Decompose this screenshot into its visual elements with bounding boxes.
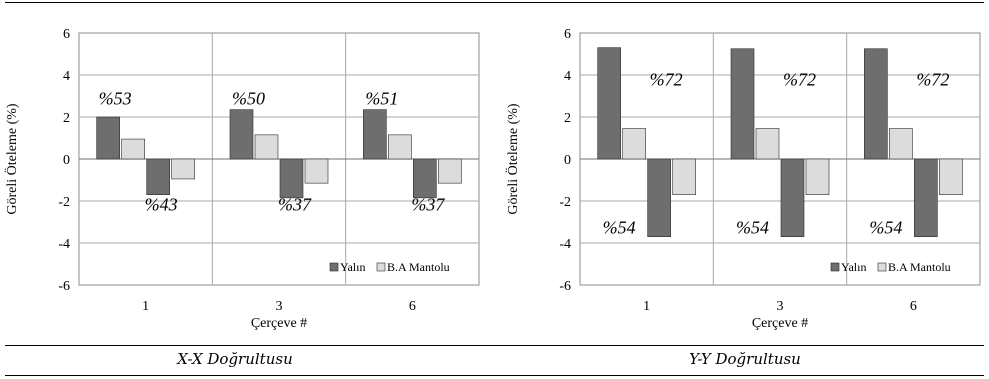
y-tick-label: 6 bbox=[63, 27, 70, 42]
bar-ba-mantolu-positive bbox=[755, 128, 780, 160]
bar-ba-mantolu-negative bbox=[304, 158, 329, 184]
annotation-positive: %50 bbox=[232, 88, 265, 108]
y-tick-label: 4 bbox=[63, 69, 70, 84]
x-tick-label: 6 bbox=[409, 299, 416, 314]
legend-swatch-ba-mantolu bbox=[376, 262, 386, 272]
annotation-negative: %54 bbox=[736, 218, 769, 238]
annotation-positive: %72 bbox=[783, 70, 816, 90]
bar-ba-mantolu-negative bbox=[171, 158, 195, 180]
bar-yalin-positive bbox=[96, 116, 120, 160]
caption-y-direction: Y-Y Doğrultusu bbox=[689, 350, 801, 368]
y-tick-label: -4 bbox=[559, 237, 571, 252]
legend-label-ba-mantolu: B.A Mantolu bbox=[387, 260, 450, 274]
y-tick-label: -4 bbox=[58, 237, 70, 252]
bar-ba-mantolu-negative bbox=[438, 158, 462, 184]
x-tick-label: 3 bbox=[276, 299, 283, 314]
bar-ba-mantolu-negative bbox=[805, 158, 830, 196]
caption-x-direction: X-X Doğrultusu bbox=[177, 350, 293, 368]
y-tick-label: 6 bbox=[564, 27, 571, 42]
x-tick-label: 3 bbox=[777, 299, 784, 314]
x-tick-label: 1 bbox=[643, 299, 650, 314]
annotation-positive: %53 bbox=[99, 88, 132, 108]
annotation-positive: %51 bbox=[365, 88, 398, 108]
bar-ba-mantolu-positive bbox=[254, 134, 279, 160]
annotation-positive: %72 bbox=[916, 70, 949, 90]
x-axis-title: Çerçeve # bbox=[752, 316, 808, 331]
bar-ba-mantolu-negative bbox=[672, 158, 696, 196]
y-tick-label: 4 bbox=[564, 69, 571, 84]
legend: Yalın B.A Mantolu bbox=[329, 260, 450, 274]
legend-label-yalin: Yalın bbox=[340, 260, 365, 274]
top-rule bbox=[5, 2, 984, 3]
bar-yalin-negative bbox=[279, 158, 304, 199]
bar-ba-mantolu-positive bbox=[622, 128, 646, 160]
annotation-negative: %43 bbox=[145, 194, 178, 214]
legend-swatch-yalin bbox=[830, 262, 840, 272]
y-tick-label: -6 bbox=[58, 279, 70, 294]
legend-swatch-yalin bbox=[329, 262, 339, 272]
y-axis-title: Göreli Öteleme (%) bbox=[504, 103, 521, 215]
y-axis-title: Göreli Öteleme (%) bbox=[3, 103, 20, 215]
y-tick-label: 2 bbox=[63, 111, 70, 126]
legend-label-ba-mantolu: B.A Mantolu bbox=[888, 260, 951, 274]
bar-ba-mantolu-positive bbox=[121, 138, 145, 160]
y-tick-label: 0 bbox=[564, 153, 571, 168]
annotation-negative: %37 bbox=[411, 194, 445, 214]
bar-yalin-negative bbox=[146, 158, 170, 196]
bar-yalin-negative bbox=[780, 158, 805, 237]
x-axis-title: Çerçeve # bbox=[251, 316, 307, 331]
bar-yalin-positive bbox=[597, 47, 621, 160]
bar-ba-mantolu-positive bbox=[889, 128, 913, 160]
y-tick-label: 0 bbox=[63, 153, 70, 168]
legend-label-yalin: Yalın bbox=[841, 260, 866, 274]
bar-yalin-positive bbox=[363, 109, 387, 160]
y-tick-label: 2 bbox=[564, 111, 571, 126]
x-tick-label: 6 bbox=[910, 299, 917, 314]
annotation-positive: %72 bbox=[650, 70, 683, 90]
legend: Yalın B.A Mantolu bbox=[830, 260, 951, 274]
bar-yalin-negative bbox=[914, 158, 938, 237]
bar-yalin-positive bbox=[229, 109, 254, 160]
annotation-negative: %54 bbox=[869, 218, 902, 238]
y-tick-label: -6 bbox=[559, 279, 571, 294]
bar-yalin-positive bbox=[864, 48, 888, 160]
legend-swatch-ba-mantolu bbox=[877, 262, 887, 272]
bar-yalin-negative bbox=[413, 158, 437, 199]
bar-yalin-negative bbox=[647, 158, 671, 237]
annotation-negative: %37 bbox=[278, 194, 312, 214]
bar-ba-mantolu-positive bbox=[388, 134, 412, 160]
annotation-negative: %54 bbox=[603, 218, 636, 238]
y-tick-label: -2 bbox=[58, 195, 70, 210]
bar-ba-mantolu-negative bbox=[939, 158, 963, 196]
bottom-rule bbox=[5, 375, 984, 376]
chart-y-direction: 6 4 2 0 -2 -4 -6 1 %72 %54 3 %72 %54 6 %72 %54 Çerçeve #… bbox=[504, 27, 981, 331]
bar-yalin-positive bbox=[730, 48, 755, 160]
chart-x-direction: 6 4 2 0 -2 -4 -6 1 %53 %43 3 %50 %37 6 %51 %37 Çerçeve #… bbox=[3, 27, 480, 331]
y-tick-label: -2 bbox=[559, 195, 571, 210]
x-tick-label: 1 bbox=[142, 299, 149, 314]
middle-rule bbox=[5, 345, 984, 346]
